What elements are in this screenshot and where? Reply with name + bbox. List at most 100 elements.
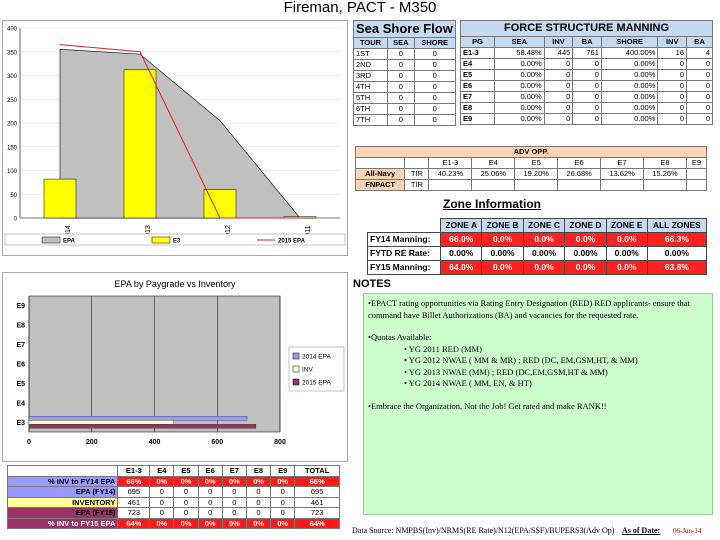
zone-row: FY15 Manning: 64.0% 0.0% 0.0% 0.0% 0.0% 63.8%: [366, 260, 708, 275]
y-tick-label: 250: [7, 98, 18, 104]
note-bullet: • YG 2014 NWAE ( MM, EN, & HT): [404, 378, 532, 388]
y-tick-label: 350: [7, 50, 18, 56]
ssf-cell: 0: [387, 114, 415, 126]
adv-row-sub: TIR: [404, 179, 430, 191]
x-tick-label: 200: [86, 439, 98, 446]
btm-cell: 0: [245, 496, 272, 508]
zone-header: ZONE B: [481, 218, 524, 233]
zone-header: ZONE E: [605, 218, 648, 233]
chart2-title: EPA by Paygrade vs Inventory: [115, 279, 236, 289]
ssf-cell: 0: [413, 103, 456, 115]
btm-cell: 66%: [117, 475, 151, 487]
btm-cell: 0%: [221, 475, 247, 487]
btm-cell: 461: [294, 496, 340, 508]
fsm-cell: E8: [459, 102, 496, 114]
ssf-header: SEA: [387, 37, 415, 49]
zone-cell: 0.0%: [605, 232, 648, 247]
btm-header: E7: [221, 465, 247, 477]
ssf-cell: 0: [387, 70, 415, 82]
x-tick-label: 800: [274, 439, 286, 446]
btm-cell: 0%: [270, 475, 296, 487]
btm-cell: 0: [245, 507, 272, 519]
ssf-cell: 6TH: [353, 103, 388, 115]
btm-cell: 0%: [173, 475, 199, 487]
x-tick-label: 0: [27, 439, 31, 446]
btm-row: EPA (FY14) 695 0 0 0 0 0 0 695: [6, 486, 340, 498]
paygrade-bar: [28, 424, 257, 429]
adv-value: [557, 179, 602, 191]
chart-epa-by-paygrade: EPA by Paygrade vs Inventory 0 200 400 600 80…: [2, 272, 348, 462]
e3-bar: [123, 69, 157, 219]
btm-row: % INV to FY14 EPA 66% 0% 0% 0% 0% 0% 0% 66%: [6, 475, 340, 487]
btm-cell: 0%: [149, 517, 175, 529]
btm-cell: 0: [270, 496, 296, 508]
zone-row-label: FYTD RE Rate:: [366, 246, 442, 261]
x-tick-label: 2012: [225, 225, 232, 241]
y-tick-label: 200: [7, 122, 18, 128]
adv-header: E9: [685, 157, 708, 169]
fsm-cell: 0.00%: [494, 69, 545, 81]
fsm-cell: E4: [459, 58, 496, 70]
x-tick-label: 2011: [305, 225, 312, 240]
fsm-cell: 0.00%: [494, 102, 545, 114]
btm-cell: 723: [294, 507, 340, 519]
fsm-row: E1-3 58.48% 445 761 400.00% 16 4: [459, 47, 713, 59]
zone-row-label: FY15 Manning:: [366, 260, 442, 275]
fsm-cell: 0: [657, 102, 687, 114]
y-tick-label: E8: [16, 323, 25, 330]
fsm-cell: 0: [543, 113, 574, 125]
fsm-cell: 0.00%: [494, 58, 545, 70]
fsm-cell: 0.00%: [600, 102, 659, 114]
btm-header: E1-3: [117, 465, 151, 477]
zone-cell: 0.0%: [522, 232, 566, 247]
y-tick-label: 100: [7, 169, 18, 175]
adv-value: [514, 179, 559, 191]
ssf-row: 2ND 0 0: [353, 59, 456, 71]
btm-row: INVENTORY 461 0 0 0 0 0 0 461: [6, 496, 340, 508]
zone-cell: 0.0%: [522, 260, 566, 275]
fsm-row: E4 0.00% 0 0 0.00% 0 0: [459, 58, 713, 70]
ssf-cell: 5TH: [353, 92, 388, 104]
ssf-cell: 7TH: [353, 114, 388, 126]
ssf-cell: 2ND: [353, 59, 388, 71]
fsm-cell: 0: [572, 113, 602, 125]
fsm-cell: 0.00%: [600, 91, 659, 103]
btm-header: E9: [270, 465, 296, 477]
fsm-cell: 0.00%: [600, 69, 659, 81]
y-tick-label: E6: [16, 362, 25, 369]
adv-blank: [354, 157, 406, 169]
y-tick-label: E7: [16, 342, 25, 349]
adv-header: E1-3: [428, 157, 473, 169]
legend-label: EPA: [63, 239, 76, 245]
btm-cell: 0%: [245, 475, 272, 487]
epa-2015-line: [59, 44, 300, 219]
ssf-row: 6TH 0 0: [353, 103, 456, 115]
note-paragraph: •EPACT rating opportunities via Rating E…: [368, 298, 690, 320]
note-bullet: • YG 2013 NWAE (MM) ; RED (DC,EM,GSM,HT …: [404, 366, 608, 377]
y-tick-label: 0: [14, 217, 18, 223]
btm-header: E4: [149, 465, 175, 477]
ssf-header: SHORE: [413, 37, 456, 49]
legend-label: INV: [302, 367, 314, 374]
zone-cell: 0.0%: [605, 260, 648, 275]
btm-row-label: % INV to FY15 EPA: [6, 517, 119, 529]
btm-header: [6, 465, 119, 477]
btm-header: E6: [197, 465, 223, 477]
btm-row-label: INVENTORY: [6, 496, 119, 508]
legend-swatch: [292, 352, 300, 360]
btm-cell: 0: [221, 496, 247, 508]
btm-cell: 0: [221, 486, 247, 498]
adv-blank: [404, 157, 430, 169]
btm-cell: 66%: [294, 475, 340, 487]
fsm-cell: 445: [543, 47, 574, 59]
data-source-text: Data Source: NMPBS(Inv)/NRMS(RE Rate)/N1…: [352, 526, 615, 535]
adv-value: 26.68%: [557, 168, 602, 180]
zone-cell: 0.00%: [481, 246, 524, 261]
ssf-row: 7TH 0 0: [353, 114, 456, 126]
adv-value: 25.06%: [471, 168, 516, 180]
fsm-cell: 0: [572, 80, 602, 92]
ssf-row: 4TH 0 0: [353, 81, 456, 93]
adv-value: 40.23%: [428, 168, 473, 180]
fsm-cell: 0: [657, 80, 687, 92]
page-title: Fireman, PACT - M350: [283, 0, 437, 16]
